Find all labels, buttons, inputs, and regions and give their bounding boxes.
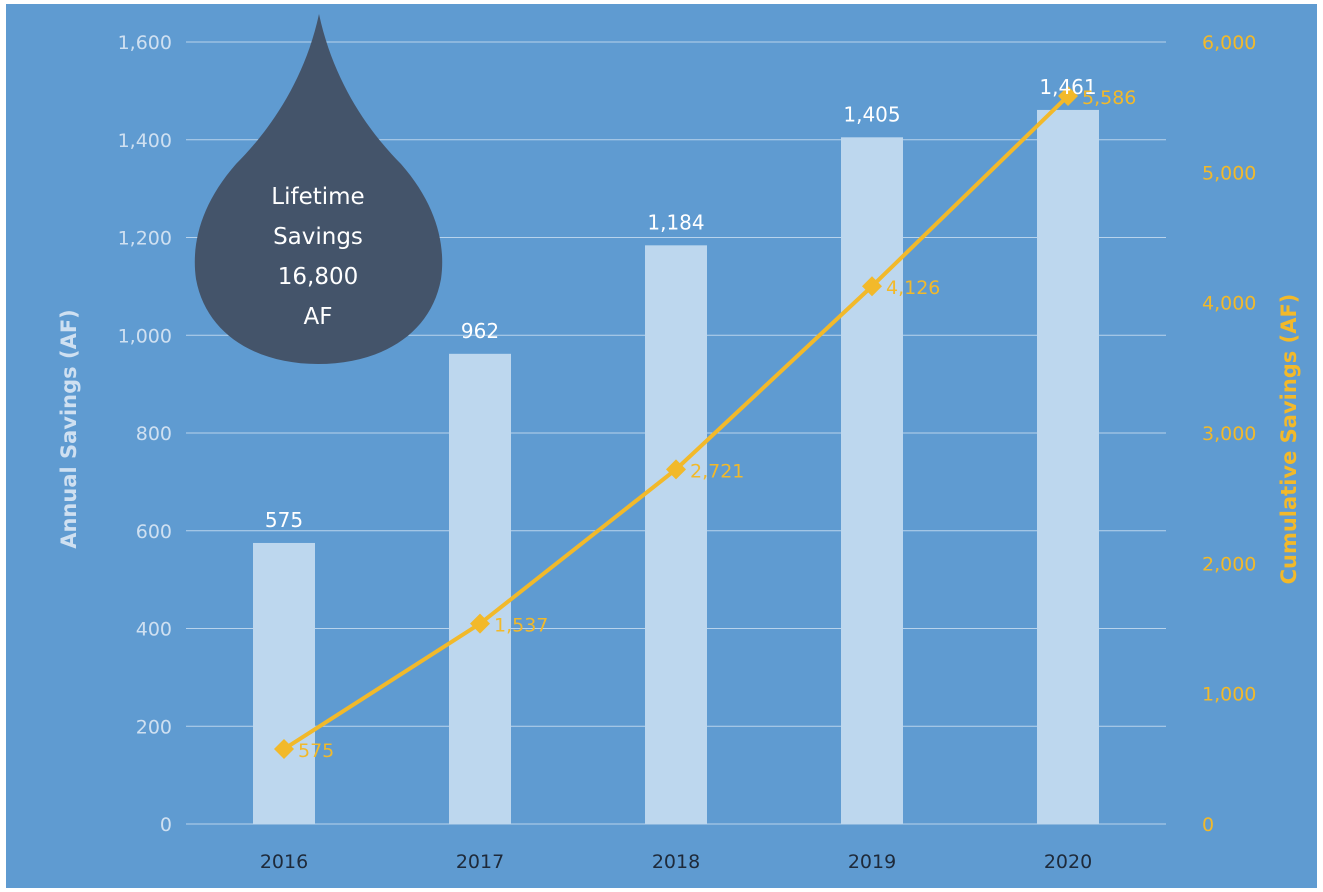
cumulative-value-label: 2,721 bbox=[690, 460, 744, 482]
category-label: 2019 bbox=[848, 851, 896, 873]
cumulative-point-2017 bbox=[470, 613, 490, 634]
bar-value-label: 1,405 bbox=[843, 102, 900, 126]
left-tick-label: 1,000 bbox=[118, 325, 172, 347]
right-axis-ticks: 0 1,000 2,000 3,000 4,000 5,000 6,000 bbox=[1202, 32, 1256, 836]
bar-value-label: 962 bbox=[461, 319, 499, 343]
bar-value-label: 1,184 bbox=[647, 210, 704, 234]
category-labels: 2016 2017 2018 2019 2020 bbox=[260, 851, 1092, 873]
right-tick-label: 4,000 bbox=[1202, 293, 1256, 315]
bar-2020 bbox=[1037, 109, 1099, 824]
right-tick-label: 1,000 bbox=[1202, 684, 1256, 706]
cumulative-value-label: 1,537 bbox=[494, 615, 548, 637]
category-label: 2017 bbox=[456, 851, 504, 873]
right-tick-label: 0 bbox=[1202, 814, 1214, 836]
data-labels: 575 962 1,184 1,405 1,461 575 1,537 2,721 4,126 5… bbox=[265, 75, 1137, 762]
left-tick-label: 400 bbox=[136, 619, 172, 641]
category-label: 2018 bbox=[652, 851, 700, 873]
chart-container: 0 200 400 600 800 1,000 1,200 1,400 1,600 0 1,000… bbox=[6, 4, 1317, 888]
cumulative-value-label: 5,586 bbox=[1082, 87, 1136, 109]
category-label: 2020 bbox=[1044, 851, 1092, 873]
bar-2018 bbox=[645, 245, 707, 824]
left-tick-label: 600 bbox=[136, 521, 172, 543]
cumulative-value-label: 4,126 bbox=[886, 277, 940, 299]
left-tick-label: 1,400 bbox=[118, 130, 172, 152]
left-tick-label: 1,200 bbox=[118, 228, 172, 250]
left-tick-label: 800 bbox=[136, 423, 172, 445]
cumulative-point-2020 bbox=[1058, 85, 1078, 106]
left-tick-label: 0 bbox=[160, 814, 172, 836]
bar-2016 bbox=[253, 542, 315, 824]
cumulative-point-2018 bbox=[666, 459, 686, 480]
left-axis-ticks: 0 200 400 600 800 1,000 1,200 1,400 1,600 bbox=[118, 32, 172, 836]
drop-text-line-3: 16,800 bbox=[278, 264, 358, 290]
water-drop-icon bbox=[194, 14, 443, 364]
water-drop-annotation: Lifetime Savings 16,800 AF bbox=[194, 14, 443, 364]
right-tick-label: 2,000 bbox=[1202, 553, 1256, 575]
bars bbox=[253, 109, 1099, 824]
bar-value-label: 575 bbox=[265, 508, 303, 532]
cumulative-point-2016 bbox=[274, 739, 294, 760]
right-axis-title: Cumulative Savings (AF) bbox=[1277, 294, 1301, 585]
right-tick-label: 6,000 bbox=[1202, 32, 1256, 54]
bar-2019 bbox=[841, 137, 903, 824]
savings-chart: 0 200 400 600 800 1,000 1,200 1,400 1,600 0 1,000… bbox=[57, 14, 1301, 873]
left-axis-title: Annual Savings (AF) bbox=[57, 309, 81, 549]
drop-text-line-1: Lifetime bbox=[271, 184, 364, 210]
drop-text-line-2: Savings bbox=[273, 224, 363, 250]
category-label: 2016 bbox=[260, 851, 308, 873]
left-tick-label: 200 bbox=[136, 716, 172, 738]
right-tick-label: 5,000 bbox=[1202, 162, 1256, 184]
drop-text-line-4: AF bbox=[304, 304, 333, 330]
right-tick-label: 3,000 bbox=[1202, 423, 1256, 445]
left-tick-label: 1,600 bbox=[118, 32, 172, 54]
cumulative-point-2019 bbox=[862, 276, 882, 297]
bar-value-label: 1,461 bbox=[1039, 75, 1096, 99]
bar-2017 bbox=[449, 353, 511, 824]
cumulative-value-label: 575 bbox=[298, 740, 334, 762]
cumulative-line-group bbox=[274, 85, 1078, 760]
